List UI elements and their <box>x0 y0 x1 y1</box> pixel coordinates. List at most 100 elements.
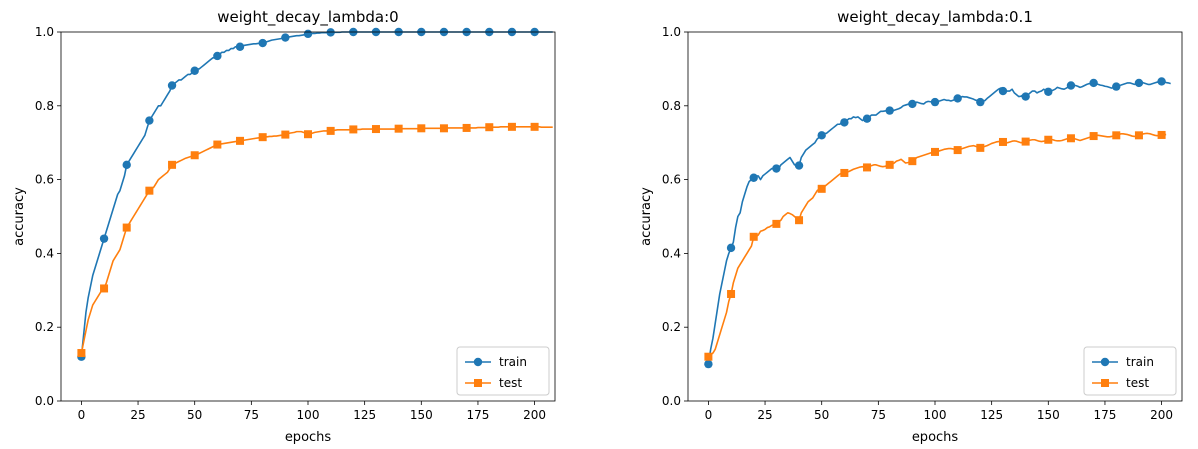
x-tick-label: 75 <box>871 408 886 422</box>
x-tick-label: 150 <box>1037 408 1060 422</box>
data-point-test <box>485 123 494 132</box>
data-point-test <box>998 137 1007 146</box>
x-tick-label: 175 <box>1094 408 1117 422</box>
data-point-test <box>953 146 962 155</box>
data-point-train <box>258 38 267 48</box>
data-point-test <box>749 232 758 241</box>
data-point-train <box>930 97 940 107</box>
y-tick-label: 0.4 <box>35 246 54 260</box>
y-tick-label: 0.2 <box>662 320 681 334</box>
x-tick-label: 0 <box>78 408 86 422</box>
data-point-test <box>190 151 199 160</box>
data-point-train <box>794 161 804 170</box>
series-line-test <box>80 126 553 354</box>
data-point-test <box>371 125 380 134</box>
data-point-train <box>213 51 222 61</box>
axes-frame <box>60 31 556 402</box>
legend: train test <box>456 346 550 396</box>
legend-marker-train <box>1100 357 1110 367</box>
data-point-test <box>1089 132 1098 141</box>
data-point-train <box>817 131 826 140</box>
series-train <box>704 77 1171 369</box>
data-point-test <box>795 216 804 225</box>
data-point-test <box>1157 130 1166 139</box>
series-test <box>77 122 553 358</box>
x-tick-label: 50 <box>814 408 829 422</box>
data-point-train <box>885 106 894 115</box>
data-point-test <box>213 140 222 149</box>
legend-marker-train <box>473 357 483 367</box>
data-point-test <box>326 126 335 135</box>
data-point-test <box>908 157 917 166</box>
data-point-test <box>394 124 403 133</box>
data-point-train <box>190 66 199 75</box>
x-tick-label: 50 <box>187 408 202 422</box>
data-point-train <box>862 114 872 123</box>
x-tick-label: 200 <box>1150 408 1173 422</box>
y-tick-label: 0.0 <box>35 394 54 408</box>
data-point-test <box>1134 131 1143 140</box>
data-point-train <box>1157 77 1166 86</box>
legend-label-test: test <box>499 376 522 390</box>
data-point-test <box>863 163 872 172</box>
x-tick-label: 25 <box>130 408 145 422</box>
data-point-train <box>953 94 962 103</box>
y-tick-label: 1.0 <box>35 25 54 39</box>
legend-label-train: train <box>1126 355 1154 369</box>
data-point-test <box>77 349 86 358</box>
data-point-test <box>704 352 713 361</box>
data-point-test <box>258 133 267 142</box>
y-tick-label: 0.4 <box>662 246 681 260</box>
data-point-test <box>1066 134 1075 143</box>
data-point-test <box>100 284 109 293</box>
data-point-train <box>840 118 849 127</box>
y-tick-label: 0.2 <box>35 320 54 334</box>
data-point-train <box>1112 82 1121 91</box>
data-point-train <box>122 160 131 170</box>
data-point-test <box>145 186 154 195</box>
x-tick-label: 125 <box>353 408 376 422</box>
data-point-test <box>281 130 290 139</box>
data-point-train <box>145 116 154 125</box>
x-tick-label: 100 <box>924 408 947 422</box>
y-tick-label: 0.8 <box>662 99 681 113</box>
data-point-train <box>1066 81 1076 90</box>
chart-panel-0: weight_decay_lambda:0 0 25 50 75 100 125 150 175… <box>12 8 556 445</box>
legend-label-test: test <box>1126 376 1149 390</box>
legend-label-train: train <box>499 355 527 369</box>
x-axis-label: epochs <box>912 430 959 445</box>
data-point-train <box>1089 78 1098 88</box>
x-tick-label: 175 <box>467 408 490 422</box>
data-point-train <box>998 86 1008 96</box>
x-tick-label: 75 <box>244 408 259 422</box>
data-point-train <box>976 97 985 107</box>
data-point-test <box>439 124 448 133</box>
legend-marker-test <box>474 379 482 387</box>
y-axis-label: accuracy <box>639 187 654 246</box>
data-point-test <box>236 136 245 145</box>
series-test <box>704 130 1167 361</box>
data-point-train <box>167 81 177 90</box>
data-point-test <box>1044 135 1053 144</box>
y-tick-label: 0.6 <box>35 173 54 187</box>
data-point-test <box>1112 131 1121 140</box>
x-tick-label: 200 <box>523 408 546 422</box>
data-point-test <box>840 168 849 177</box>
y-tick-label: 0.6 <box>662 173 681 187</box>
data-point-test <box>417 124 426 133</box>
data-point-train <box>303 29 313 39</box>
data-point-train <box>749 173 758 182</box>
data-point-test <box>727 289 736 298</box>
legend-marker-test <box>1101 379 1109 387</box>
data-point-test <box>931 147 939 156</box>
x-tick-label: 0 <box>705 408 713 422</box>
data-point-train <box>908 99 917 109</box>
y-tick-label: 1.0 <box>662 25 681 39</box>
data-point-train <box>235 42 245 51</box>
x-tick-label: 125 <box>980 408 1003 422</box>
data-point-train <box>1044 87 1053 96</box>
data-point-train <box>704 359 713 369</box>
data-point-test <box>507 122 516 131</box>
x-axis-label: epochs <box>285 430 332 445</box>
data-point-train <box>281 33 290 42</box>
